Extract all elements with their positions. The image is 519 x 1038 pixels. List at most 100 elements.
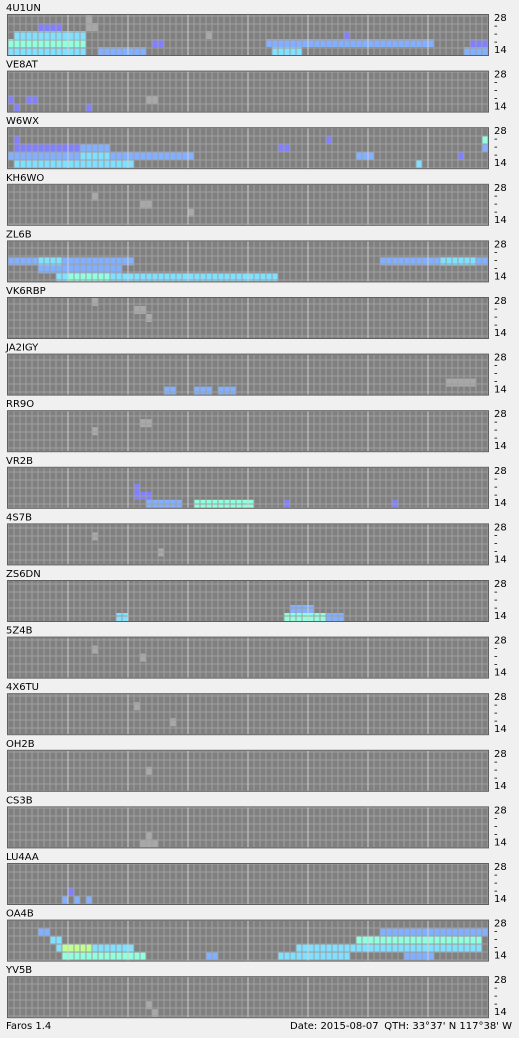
band-label: - — [494, 199, 498, 210]
station-name: JA2IGY — [5, 343, 39, 354]
grid-border — [7, 297, 489, 339]
band-label: - — [494, 191, 498, 202]
band-label: - — [494, 21, 498, 32]
band-label: - — [494, 765, 498, 776]
band-label: 14 — [494, 951, 507, 962]
grid-border — [7, 410, 489, 453]
band-label: 14 — [494, 894, 507, 905]
band-label: - — [494, 870, 498, 881]
band-label: - — [494, 595, 498, 606]
band-label: - — [494, 773, 498, 784]
band-label: - — [494, 417, 498, 428]
grid-border — [7, 976, 489, 1019]
station-name: ZL6B — [6, 229, 32, 240]
date: Date: 2015-08-07 — [290, 1021, 379, 1032]
band-label: - — [494, 361, 498, 372]
band-label: - — [494, 587, 498, 598]
band-label: - — [494, 652, 498, 663]
grid-border — [7, 806, 489, 849]
band-label: 14 — [494, 1007, 507, 1018]
band-label: 14 — [494, 158, 507, 169]
band-label: - — [494, 660, 498, 671]
qth: QTH: 33°37' N 117°38' W — [384, 1021, 512, 1032]
station-name: 4U1UN — [6, 3, 41, 14]
band-label: - — [494, 530, 498, 541]
band-label: - — [494, 29, 498, 40]
band-label: - — [494, 546, 498, 557]
band-label: - — [494, 433, 498, 444]
band-label: 14 — [494, 498, 507, 509]
band-label: - — [494, 94, 498, 105]
station-name: OA4B — [6, 909, 34, 920]
grid-border — [7, 70, 489, 113]
band-label: 28 — [494, 409, 507, 420]
grid-border — [7, 240, 489, 283]
band-label: 14 — [494, 611, 507, 622]
band-label: - — [494, 821, 498, 832]
band-label: 14 — [494, 385, 507, 396]
band-label: - — [494, 943, 498, 954]
grid-border — [7, 919, 489, 962]
station-name: YV5B — [5, 965, 32, 976]
station-name: W6WX — [6, 116, 39, 127]
grid-border — [7, 523, 489, 566]
grid-border — [7, 580, 489, 622]
band-label: - — [494, 708, 498, 719]
band-label: 28 — [494, 239, 507, 250]
grid-border — [7, 183, 489, 226]
band-label: 14 — [494, 441, 507, 452]
band-label: - — [494, 425, 498, 436]
band-label: 28 — [494, 70, 507, 81]
band-label: - — [494, 247, 498, 258]
band-label: - — [494, 999, 498, 1010]
band-label: - — [494, 142, 498, 153]
band-label: - — [494, 644, 498, 655]
station-name: VR2B — [6, 456, 33, 467]
band-label: - — [494, 377, 498, 388]
band-label: - — [494, 320, 498, 331]
band-label: - — [494, 312, 498, 323]
band-label: 14 — [494, 837, 507, 848]
station-name: 5Z4B — [6, 626, 33, 637]
band-label: 28 — [494, 975, 507, 986]
band-label: 28 — [494, 126, 507, 137]
band-label: - — [494, 207, 498, 218]
band-label: 28 — [494, 522, 507, 533]
station-name: OH2B — [6, 739, 35, 750]
band-label: - — [494, 304, 498, 315]
band-label: - — [494, 482, 498, 493]
band-label: 14 — [494, 328, 507, 339]
grid-border — [7, 693, 489, 736]
app-version: Faros 1.4 — [6, 1021, 51, 1032]
band-label: 28 — [494, 636, 507, 647]
band-label: 14 — [494, 45, 507, 56]
band-label: - — [494, 878, 498, 889]
grid-border — [7, 636, 489, 679]
station-name: 4S7B — [6, 512, 32, 523]
band-label: - — [494, 150, 498, 161]
band-label: - — [494, 369, 498, 380]
band-label: - — [494, 700, 498, 711]
grid-border — [7, 863, 489, 905]
band-label: - — [494, 134, 498, 145]
band-label: 14 — [494, 781, 507, 792]
band-label: 14 — [494, 271, 507, 282]
band-label: - — [494, 813, 498, 824]
grid-border — [7, 353, 489, 396]
station-name: RR9O — [6, 399, 34, 410]
station-name: KH6WO — [6, 173, 44, 184]
band-label: 28 — [494, 296, 507, 307]
band-label: - — [494, 935, 498, 946]
